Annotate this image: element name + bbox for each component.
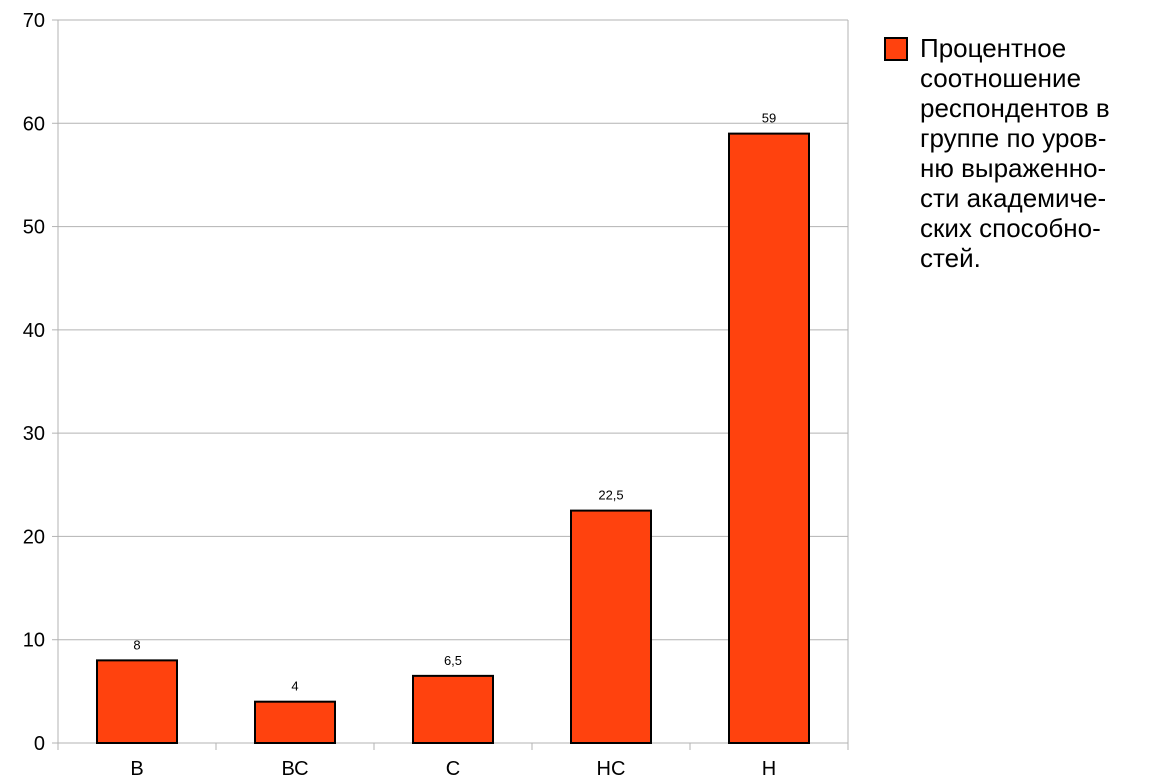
labels: 0 10 20 30 40 50 60 70 8 В 4 ВС 6,5 С 22,5 НС 59 Н [23,10,776,780]
bar [412,674,494,744]
legend-label: Процентное соотношение респондентов в гр… [920,33,1110,273]
bar [728,132,810,745]
y-tick-label: 70 [23,10,45,32]
x-tick-label: НС [597,758,626,780]
y-tick-label: 0 [34,733,45,755]
data-label: 8 [133,637,140,652]
x-tick-label: ВС [281,758,308,780]
x-tick-label: В [130,758,143,780]
bars [96,132,810,745]
y-tick-label: 50 [23,217,45,239]
data-label: 22,5 [598,488,623,503]
bar [570,509,652,744]
y-tick-label: 30 [23,423,45,445]
y-tick-label: 60 [23,113,45,135]
y-tick-label: 40 [23,320,45,342]
bar [254,700,336,745]
legend-swatch [884,37,908,61]
x-tick-label: Н [762,758,776,780]
y-tick-label: 20 [23,526,45,548]
bar [96,659,178,744]
data-label: 59 [762,111,776,126]
grid-lines [58,19,848,641]
data-label: 4 [291,679,298,694]
data-label: 6,5 [444,653,462,668]
x-tick-label: С [446,758,460,780]
y-tick-label: 10 [23,630,45,652]
